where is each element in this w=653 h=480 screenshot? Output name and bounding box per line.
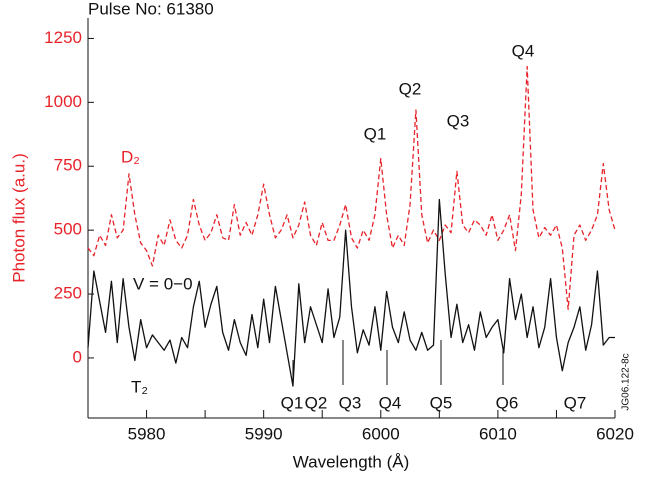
y-axis-label: Photon flux (a.u.): [9, 153, 28, 282]
annotation: V = 0−0: [133, 274, 193, 293]
y-tick-label: 1250: [44, 28, 82, 47]
annotation: Q1: [281, 393, 304, 412]
y-tick-label: 1000: [44, 92, 82, 111]
y-tick-label: 750: [54, 156, 82, 175]
series-line: [87, 198, 615, 387]
y-tick-label: 0: [73, 347, 82, 366]
x-tick-label: 6000: [362, 424, 400, 443]
x-axis-label: Wavelength (Å): [293, 452, 410, 471]
x-tick-label: 5990: [245, 424, 283, 443]
annotation: Q1: [364, 124, 387, 143]
annotation: Q3: [339, 393, 362, 412]
series-label: D₂: [121, 147, 140, 166]
q-markers: [292, 340, 504, 385]
annotation: Q4: [512, 41, 535, 60]
y-tick-label: 250: [54, 284, 82, 303]
series-label: T₂: [131, 377, 148, 396]
annotation: Q3: [447, 111, 470, 130]
annotation: Q4: [379, 393, 402, 412]
annotation: Q7: [564, 393, 587, 412]
x-tick-label: 6010: [479, 424, 517, 443]
x-tick-label: 6020: [596, 424, 634, 443]
x-tick-label: 5980: [128, 424, 166, 443]
y-tick-label: 500: [54, 220, 82, 239]
annotation: Q6: [496, 393, 519, 412]
annotation: Q5: [430, 393, 453, 412]
series-line: [87, 65, 616, 311]
annotation: Q2: [305, 393, 328, 412]
annotation: Q2: [399, 79, 422, 98]
chart-title: Pulse No: 61380: [88, 0, 214, 18]
figure-code: JG06.122-8c: [621, 353, 632, 410]
